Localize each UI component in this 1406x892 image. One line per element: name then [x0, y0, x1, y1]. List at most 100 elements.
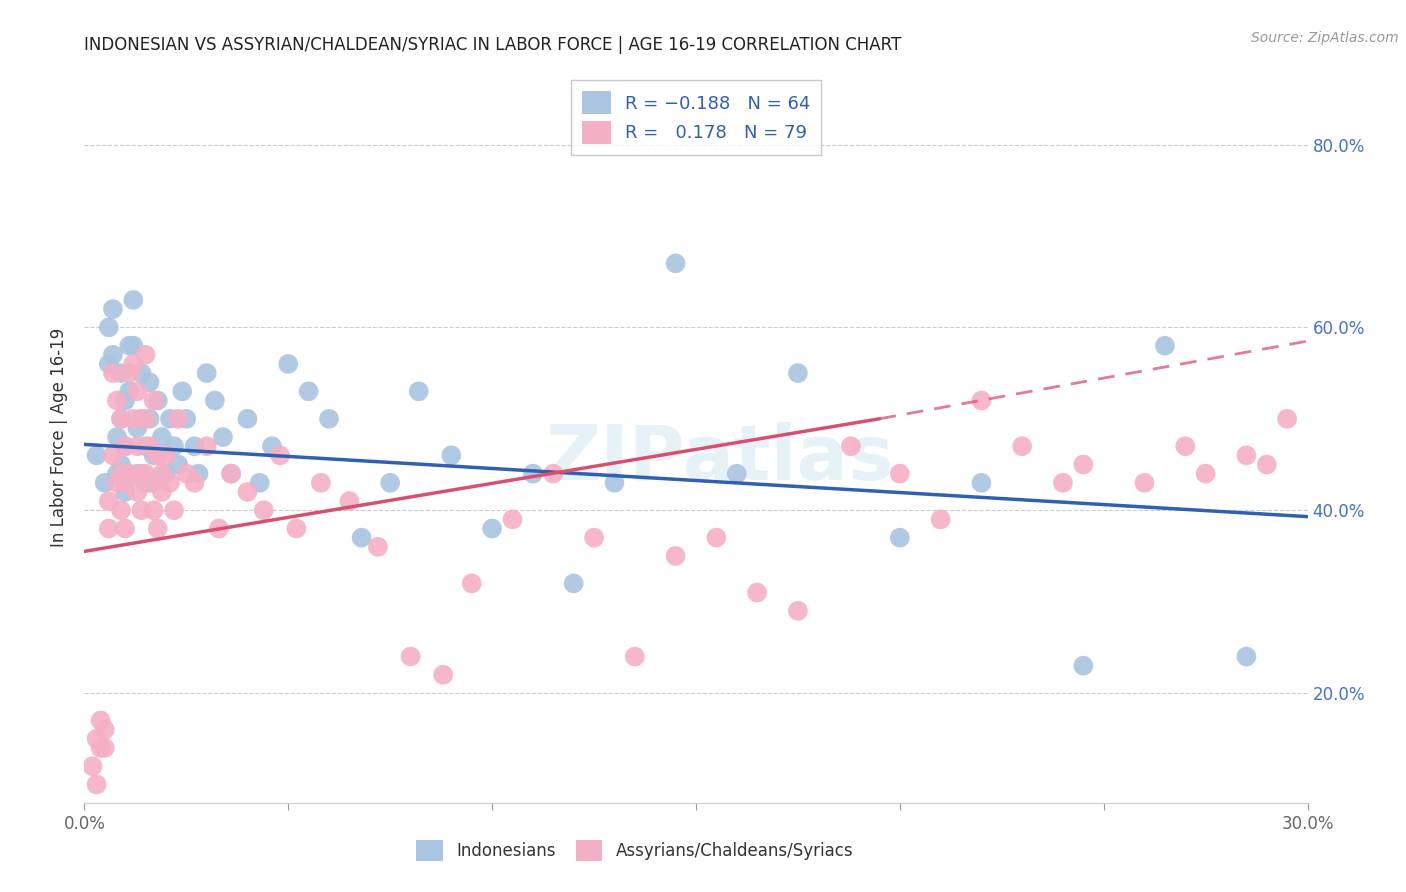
Point — [1154, 338, 1177, 352]
Point — [318, 412, 340, 426]
Point — [135, 475, 157, 490]
Point — [118, 366, 141, 380]
Point — [167, 458, 190, 472]
Point — [127, 384, 149, 399]
Point — [135, 467, 157, 481]
Point — [114, 393, 136, 408]
Point — [82, 759, 104, 773]
Point — [665, 256, 688, 270]
Point — [163, 503, 186, 517]
Point — [1236, 448, 1258, 462]
Point — [114, 475, 136, 490]
Text: ZIPatlas: ZIPatlas — [546, 422, 894, 496]
Point — [138, 439, 160, 453]
Point — [889, 467, 911, 481]
Point — [236, 485, 259, 500]
Point — [277, 357, 299, 371]
Point — [122, 293, 145, 307]
Point — [131, 412, 153, 426]
Point — [236, 412, 259, 426]
Point — [101, 366, 124, 380]
Point — [101, 301, 124, 317]
Point — [543, 467, 565, 481]
Point — [86, 777, 108, 792]
Point — [101, 448, 124, 462]
Point — [142, 448, 165, 462]
Point — [929, 512, 952, 526]
Point — [150, 430, 173, 444]
Point — [204, 393, 226, 408]
Point — [1133, 475, 1156, 490]
Point — [163, 439, 186, 453]
Point — [159, 475, 181, 490]
Point — [146, 448, 169, 462]
Point — [208, 521, 231, 535]
Point — [90, 714, 112, 728]
Point — [350, 531, 373, 545]
Point — [127, 439, 149, 453]
Point — [522, 467, 544, 481]
Point — [135, 439, 157, 453]
Point — [131, 467, 153, 481]
Point — [135, 412, 157, 426]
Point — [110, 412, 132, 426]
Point — [86, 448, 108, 462]
Point — [212, 430, 235, 444]
Point — [138, 412, 160, 426]
Point — [269, 448, 291, 462]
Point — [176, 467, 198, 481]
Point — [219, 467, 242, 481]
Point — [787, 366, 810, 380]
Point — [127, 485, 149, 500]
Point — [105, 475, 128, 490]
Point — [219, 467, 242, 481]
Point — [105, 393, 128, 408]
Point — [1073, 658, 1095, 673]
Point — [127, 421, 149, 435]
Point — [747, 585, 769, 599]
Point — [131, 366, 153, 380]
Text: Source: ZipAtlas.com: Source: ZipAtlas.com — [1251, 31, 1399, 45]
Point — [502, 512, 524, 526]
Point — [970, 393, 993, 408]
Legend: Indonesians, Assyrians/Chaldeans/Syriacs: Indonesians, Assyrians/Chaldeans/Syriacs — [409, 833, 860, 868]
Point — [183, 439, 205, 453]
Point — [172, 384, 194, 399]
Point — [787, 604, 810, 618]
Point — [127, 467, 149, 481]
Point — [146, 521, 169, 535]
Point — [122, 412, 145, 426]
Point — [285, 521, 308, 535]
Point — [114, 521, 136, 535]
Point — [97, 320, 120, 334]
Point — [167, 412, 190, 426]
Y-axis label: In Labor Force | Age 16-19: In Labor Force | Age 16-19 — [51, 327, 69, 547]
Point — [122, 338, 145, 352]
Point — [176, 412, 198, 426]
Point — [249, 475, 271, 490]
Point — [399, 649, 422, 664]
Point — [562, 576, 585, 591]
Point — [481, 521, 503, 535]
Point — [1052, 475, 1074, 490]
Point — [380, 475, 402, 490]
Point — [1011, 439, 1033, 453]
Point — [1174, 439, 1197, 453]
Point — [131, 503, 153, 517]
Point — [110, 458, 132, 472]
Text: INDONESIAN VS ASSYRIAN/CHALDEAN/SYRIAC IN LABOR FORCE | AGE 16-19 CORRELATION CH: INDONESIAN VS ASSYRIAN/CHALDEAN/SYRIAC I… — [84, 36, 901, 54]
Point — [195, 366, 218, 380]
Point — [839, 439, 862, 453]
Point — [110, 503, 132, 517]
Point — [155, 467, 177, 481]
Point — [440, 448, 463, 462]
Point — [665, 549, 688, 563]
Point — [260, 439, 283, 453]
Point — [93, 723, 117, 737]
Point — [118, 338, 141, 352]
Point — [159, 412, 181, 426]
Point — [461, 576, 484, 591]
Point — [142, 393, 165, 408]
Point — [298, 384, 321, 399]
Point — [118, 467, 141, 481]
